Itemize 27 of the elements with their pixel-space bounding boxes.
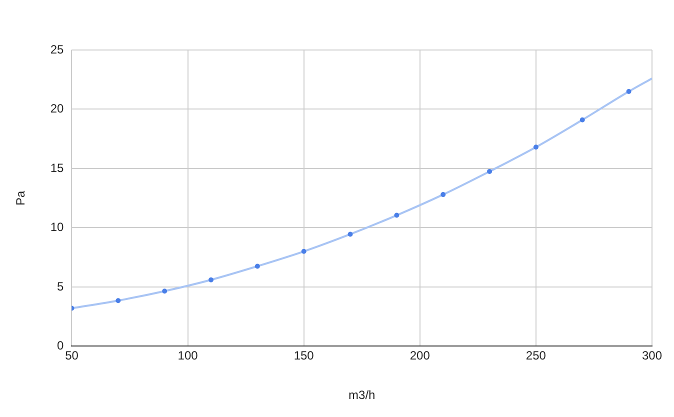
y-tick-label: 10 [50, 220, 64, 234]
point [116, 298, 121, 304]
x-tick-label: 150 [294, 348, 314, 363]
x-tick-label: 200 [410, 348, 430, 363]
y-tick-label: 5 [57, 279, 64, 294]
point [208, 277, 214, 282]
point [626, 88, 632, 94]
x-tick-label: 100 [178, 348, 198, 363]
x-tick-label: 250 [526, 348, 546, 363]
point [301, 248, 306, 254]
y-tick-label: 0 [57, 338, 64, 353]
line-series [72, 77, 652, 310]
point [487, 168, 492, 174]
x-axis-title: m3/h [348, 388, 376, 402]
point [440, 192, 446, 198]
y-tick-label: 15 [50, 160, 64, 175]
y-axis-title: Pa [14, 190, 28, 206]
y-tick-label: 25 [50, 42, 64, 56]
y-tick-label: 20 [50, 102, 64, 116]
point [254, 264, 260, 269]
point [580, 117, 585, 122]
point [348, 232, 353, 237]
point [162, 288, 168, 294]
x-tick-label: 300 [642, 348, 662, 363]
point [394, 212, 400, 218]
point [533, 144, 538, 150]
x-tick-label: 50 [65, 348, 79, 363]
